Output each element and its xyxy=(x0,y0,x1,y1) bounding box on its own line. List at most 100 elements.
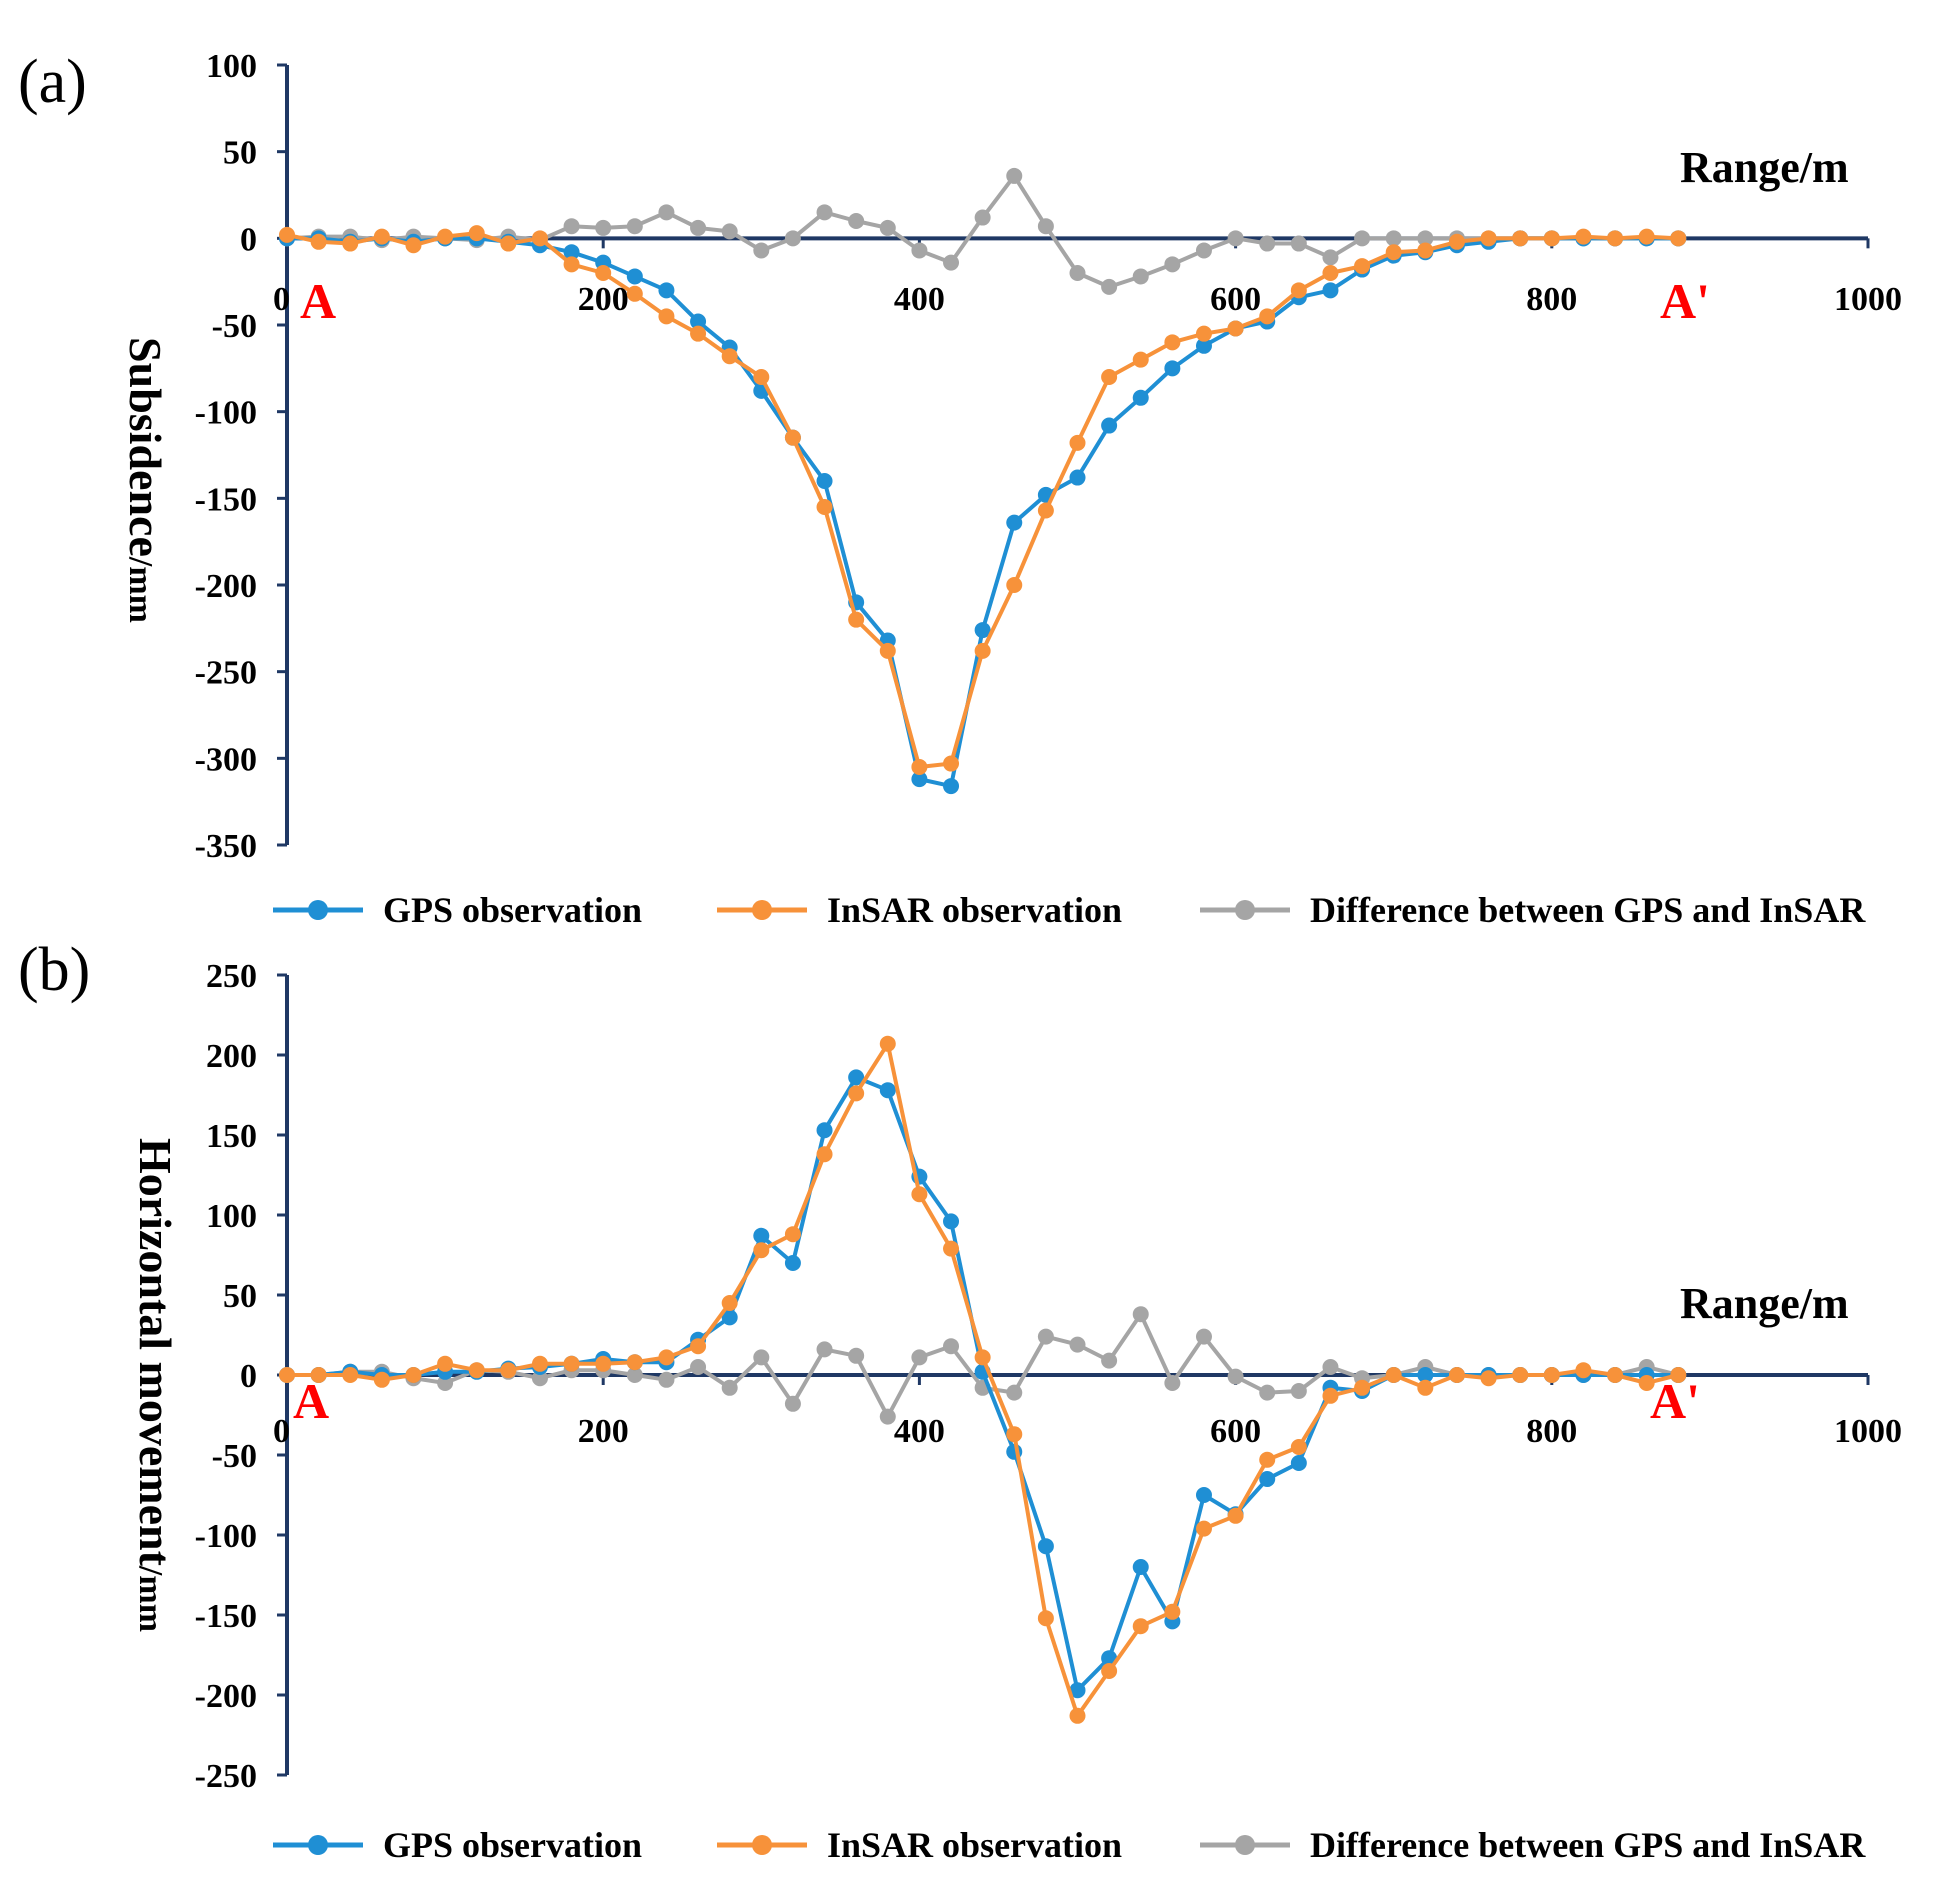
data-point xyxy=(690,1359,707,1375)
y-tick-label: 100 xyxy=(206,1198,257,1235)
data-point xyxy=(595,219,612,236)
y-tick-label: -250 xyxy=(195,655,257,692)
data-point xyxy=(342,1367,359,1383)
y-tick-label: -150 xyxy=(195,1598,257,1635)
data-point xyxy=(1385,244,1402,261)
x-tick-label: 800 xyxy=(1526,281,1577,318)
data-point xyxy=(690,219,707,236)
data-point xyxy=(1290,282,1307,299)
data-point xyxy=(1417,1379,1434,1396)
data-point xyxy=(1069,265,1086,281)
data-point xyxy=(1322,1359,1339,1375)
data-point xyxy=(1417,230,1434,247)
chart-a-svg: (a) 100 50 0 -50 -100 -150 -200 -250 -300 -350 0 200… xyxy=(18,48,1902,930)
data-point xyxy=(342,235,359,252)
data-point xyxy=(1195,325,1212,342)
data-point xyxy=(1132,351,1149,368)
data-point xyxy=(1512,1367,1529,1383)
data-point xyxy=(911,759,928,775)
x-tick-label: 0 xyxy=(273,1413,290,1450)
series-line-2 xyxy=(286,173,1679,289)
data-point xyxy=(974,622,991,639)
data-point xyxy=(1322,282,1339,299)
x-tick-label: 1000 xyxy=(1834,1413,1902,1450)
data-point xyxy=(690,313,707,330)
data-point xyxy=(753,1242,770,1259)
data-point xyxy=(1006,577,1023,593)
data-point xyxy=(690,325,707,342)
y-axis-title-unit: /mm xyxy=(132,1565,169,1632)
data-point xyxy=(437,228,454,245)
data-point xyxy=(1227,1507,1244,1524)
data-point xyxy=(279,1367,295,1383)
chart-panel-a: (a) 100 50 0 -50 -100 -150 -200 -250 -300 -350 0 200… xyxy=(18,48,1902,930)
data-point xyxy=(373,228,390,245)
data-point xyxy=(1259,1451,1276,1468)
data-point xyxy=(943,755,960,772)
y-tick-label: -350 xyxy=(195,828,257,865)
data-point xyxy=(1322,1387,1339,1404)
data-point xyxy=(1290,1383,1307,1399)
data-point xyxy=(848,1347,865,1364)
x-tick-label: 800 xyxy=(1526,1413,1577,1450)
data-point xyxy=(1037,1610,1054,1627)
data-point xyxy=(310,1367,327,1383)
legend-label: InSAR observation xyxy=(827,1825,1122,1865)
data-point xyxy=(943,778,960,795)
y-tick-label: -300 xyxy=(195,741,257,778)
data-point xyxy=(1417,1367,1434,1383)
chart-b-svg: (b) 250 200 150 100 50 0 -50 -100 -150 -200 -250 0 20… xyxy=(18,940,1902,1865)
data-point xyxy=(1195,242,1212,259)
data-point xyxy=(1354,1379,1371,1396)
data-point xyxy=(1575,1362,1592,1379)
data-point xyxy=(1069,1336,1086,1353)
y-tick-label: 50 xyxy=(223,135,257,172)
data-point xyxy=(879,1408,896,1425)
data-point xyxy=(1164,1603,1181,1620)
data-point xyxy=(1638,228,1655,245)
data-point xyxy=(816,499,833,515)
data-point xyxy=(1322,265,1339,281)
y-tick-label: 200 xyxy=(206,1038,257,1075)
data-point xyxy=(753,1227,770,1244)
data-point xyxy=(1543,230,1560,247)
data-point xyxy=(1006,1426,1023,1443)
y-axis-title-group: Horizontal movement/mm xyxy=(130,1138,181,1632)
data-point xyxy=(1037,218,1054,235)
y-axis-title: Subsidence/mm xyxy=(120,337,171,623)
data-point xyxy=(1607,1367,1624,1383)
data-point xyxy=(848,1085,865,1102)
data-point xyxy=(1480,230,1497,247)
data-point xyxy=(1037,1328,1054,1345)
data-point xyxy=(1670,230,1687,247)
data-point xyxy=(753,1349,770,1366)
data-point xyxy=(1227,320,1244,337)
y-tick-label: -100 xyxy=(195,1518,257,1555)
data-point xyxy=(721,1379,738,1396)
chart-panel-b: (b) 250 200 150 100 50 0 -50 -100 -150 -200 -250 0 20… xyxy=(0,940,1957,1879)
legend-label: Difference between GPS and InSAR xyxy=(1310,890,1866,930)
data-point xyxy=(500,235,517,252)
data-point xyxy=(848,611,865,628)
data-point xyxy=(1132,268,1149,285)
y-tick-label: -50 xyxy=(212,308,257,345)
data-point xyxy=(1069,1682,1086,1699)
data-point xyxy=(626,285,643,302)
data-point xyxy=(437,1375,454,1391)
data-point xyxy=(405,237,422,254)
data-point xyxy=(943,254,960,271)
y-tick-label: 0 xyxy=(240,221,257,258)
y-tick-label: 50 xyxy=(223,1278,257,1315)
data-point xyxy=(1006,1384,1023,1401)
series-line-0 xyxy=(287,236,1679,789)
x-tick-label: 400 xyxy=(894,281,945,318)
data-point xyxy=(1164,360,1181,377)
data-point xyxy=(1132,1559,1149,1575)
data-point xyxy=(1069,1707,1086,1724)
legend-swatch-marker xyxy=(1235,900,1255,920)
data-point xyxy=(626,268,643,285)
data-point xyxy=(816,204,833,221)
data-point xyxy=(563,244,580,261)
data-point xyxy=(1259,308,1276,325)
data-point xyxy=(1290,1455,1307,1471)
